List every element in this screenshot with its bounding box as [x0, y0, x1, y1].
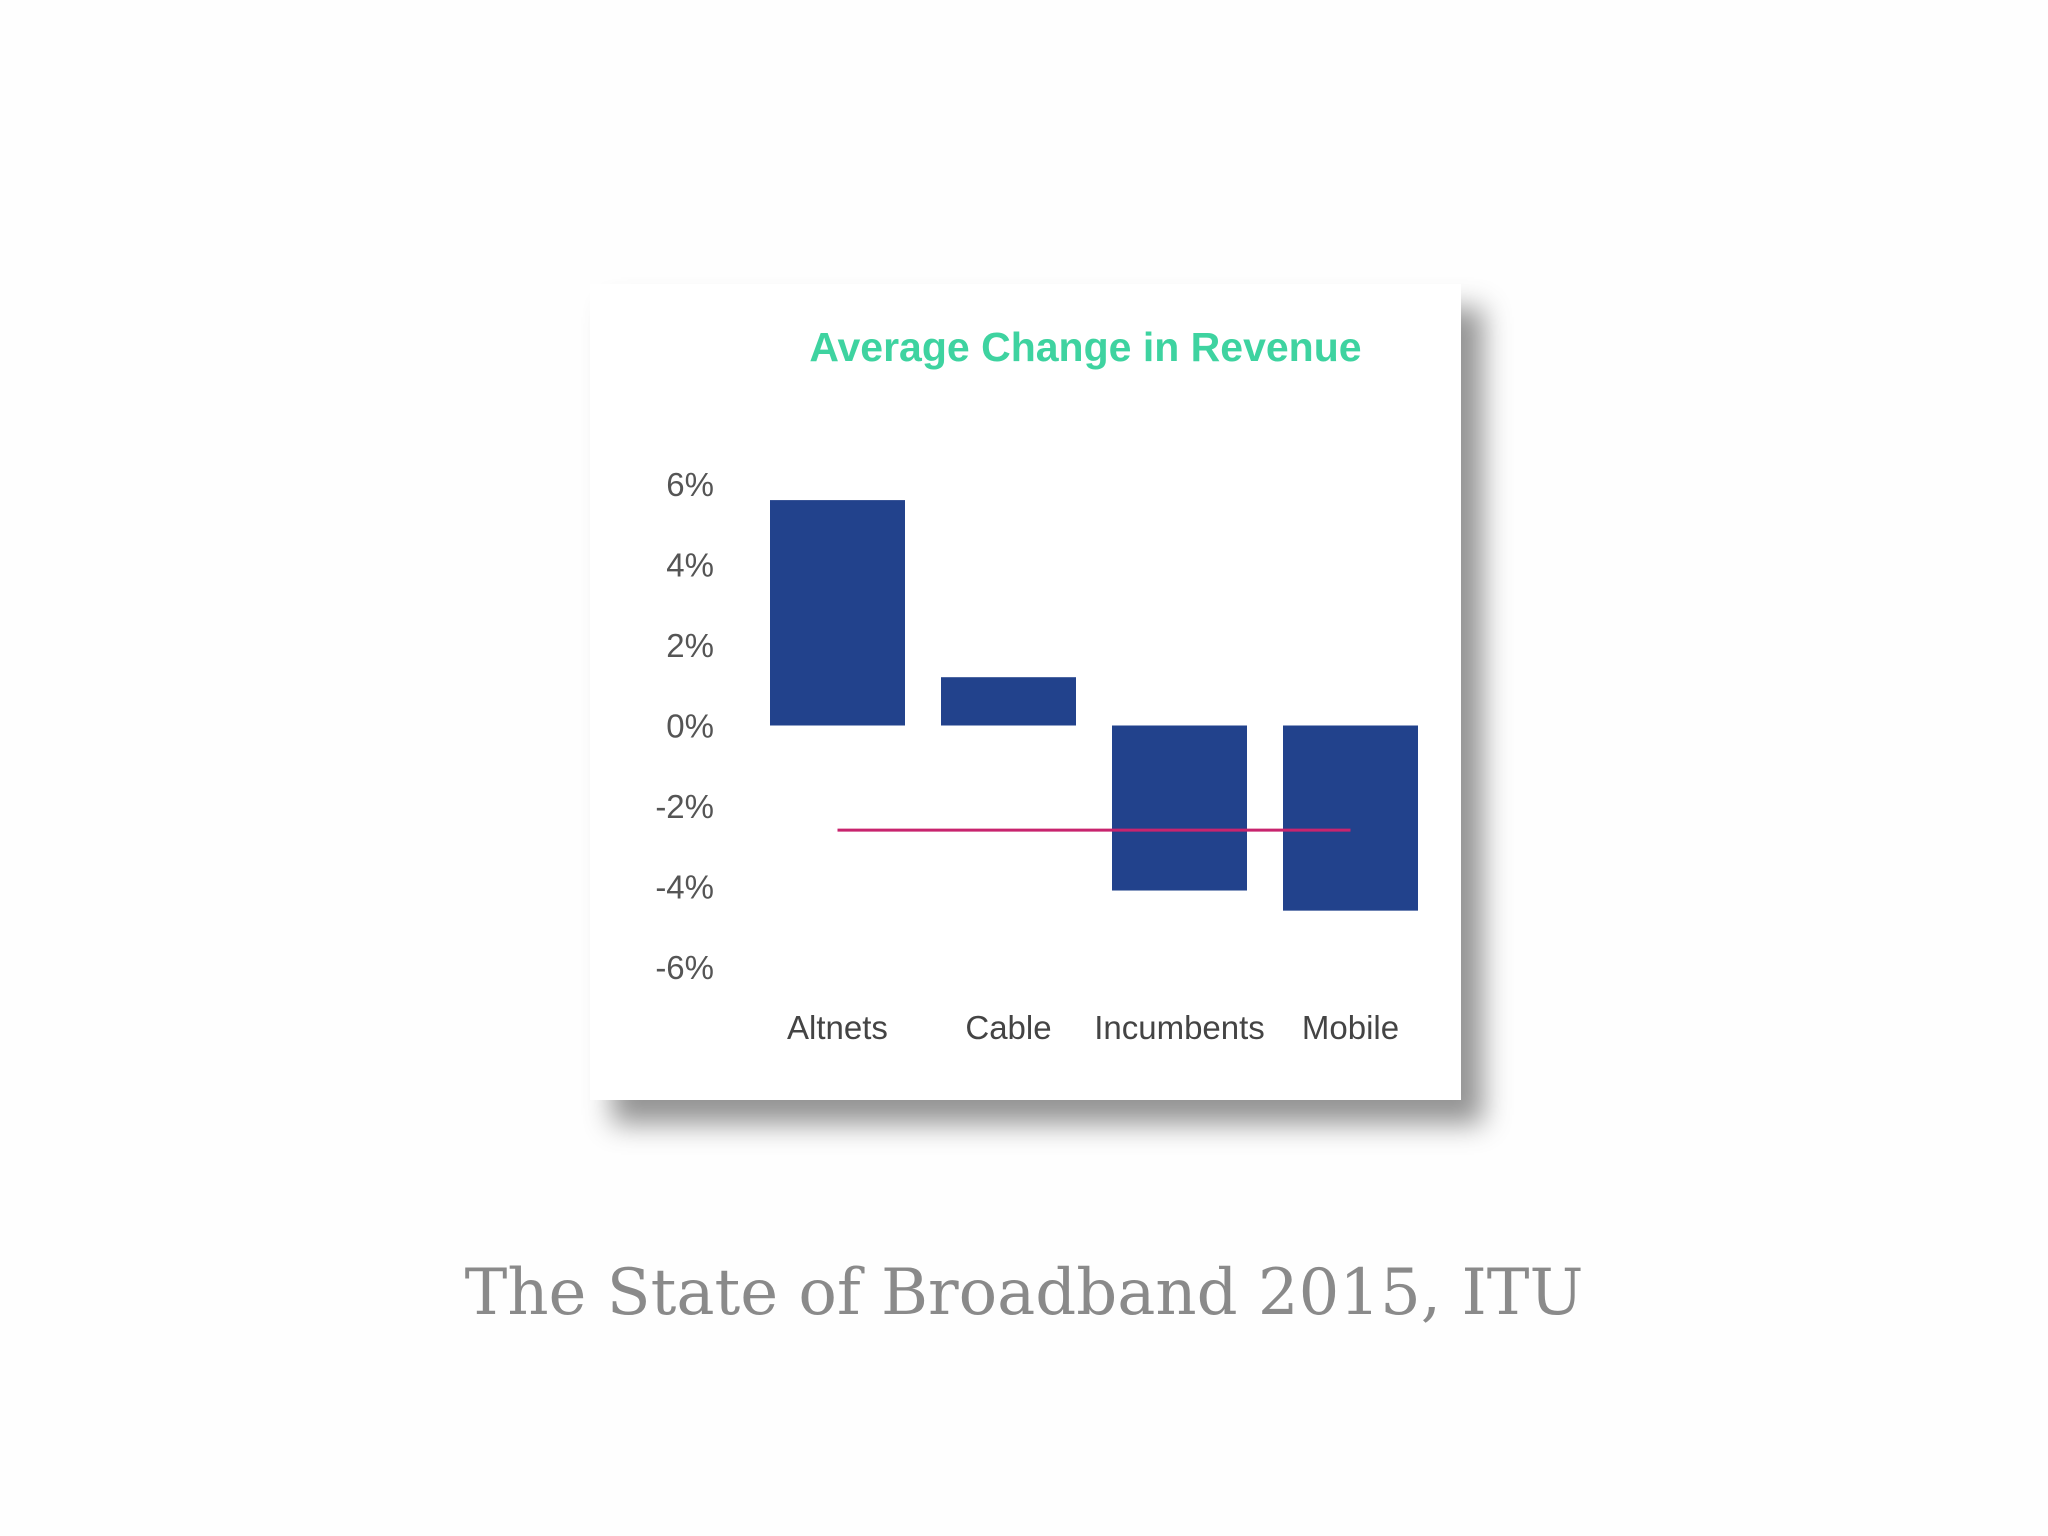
y-tick-label: -2% — [655, 788, 714, 825]
x-tick-label: Altnets — [787, 1009, 888, 1046]
y-tick-label: 6% — [666, 466, 714, 503]
bar-incumbents — [1112, 725, 1247, 891]
chart-title: Average Change in Revenue — [809, 324, 1362, 370]
x-tick-label: Cable — [965, 1009, 1051, 1046]
bar-cable — [941, 677, 1076, 726]
x-tick-label: Incumbents — [1094, 1009, 1265, 1046]
source-caption: The State of Broadband 2015, ITU — [464, 1256, 1584, 1330]
bar-altnets — [770, 500, 905, 726]
y-tick-label: 2% — [666, 627, 714, 664]
y-tick-label: -6% — [655, 949, 714, 986]
y-tick-label: -4% — [655, 869, 714, 906]
bar-mobile — [1283, 725, 1418, 911]
bar-chart: 6% 4% 2% 0% -2% -4% -6% Altnets Cable Incumbents M… — [655, 466, 1418, 1046]
chart-card: Average Change in Revenue 6% 4% 2% 0% -2% -4%… — [590, 284, 1461, 1100]
y-tick-label: 0% — [666, 708, 714, 745]
y-tick-label: 4% — [666, 547, 714, 584]
x-tick-label: Mobile — [1302, 1009, 1399, 1046]
